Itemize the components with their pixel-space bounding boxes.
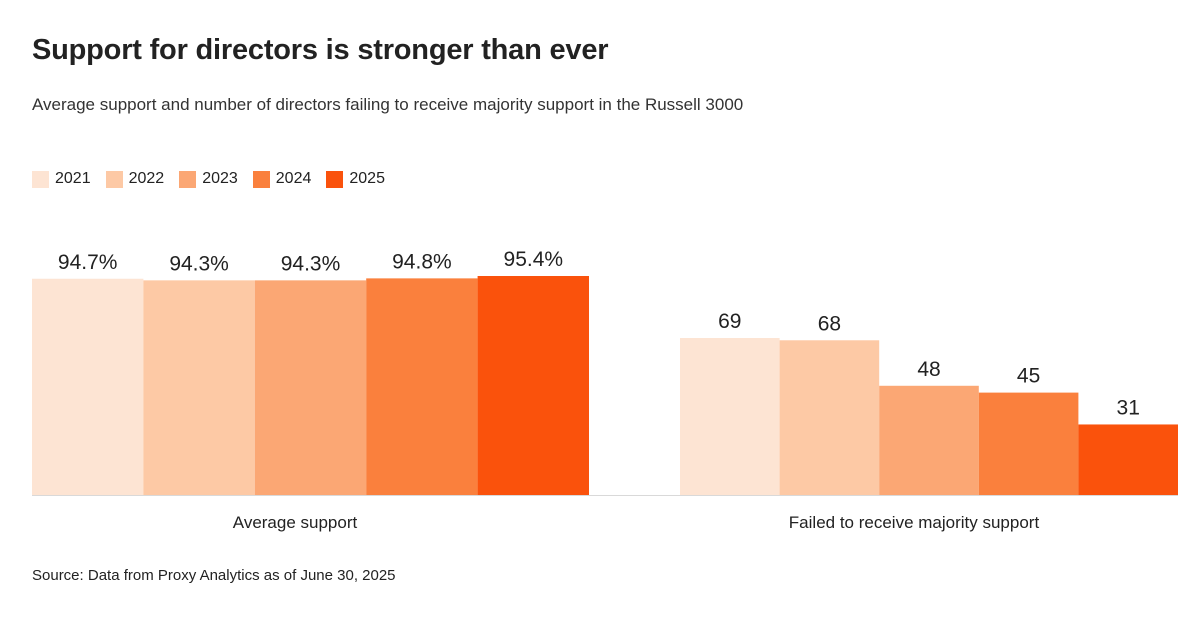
legend-swatch	[105, 170, 123, 188]
legend-label: 2024	[275, 170, 312, 187]
data-label: 69	[718, 310, 741, 333]
legend-swatch	[32, 170, 49, 188]
legend-label: 2025	[349, 170, 385, 187]
bar-average-support-2024	[366, 278, 478, 495]
legend-label: 2022	[128, 170, 165, 187]
legend-item-2025: 2025	[326, 170, 385, 188]
source-note: Source: Data from Proxy Analytics as of …	[32, 567, 396, 584]
data-label: 95.4%	[504, 248, 564, 271]
legend-swatch	[252, 170, 270, 188]
category-label: Average support	[233, 513, 358, 532]
bar-average-support-2025	[477, 276, 589, 495]
bar-failed-majority-2025	[1078, 424, 1178, 495]
data-label: 94.7%	[58, 251, 118, 274]
data-label: 31	[1117, 396, 1140, 419]
legend-label: 2021	[55, 170, 91, 187]
bar-average-support-2022	[143, 280, 255, 495]
legend: 2021 2022 2023 2024 2025	[32, 170, 400, 188]
legend-item-2023: 2023	[179, 170, 238, 188]
category-label: Failed to receive majority support	[789, 513, 1040, 532]
data-label: 94.3%	[169, 252, 229, 275]
bar-failed-majority-2021	[680, 338, 780, 495]
data-label: 45	[1017, 365, 1040, 388]
legend-label: 2023	[202, 170, 238, 187]
legend-item-2021: 2021	[32, 170, 91, 188]
data-label: 48	[917, 358, 940, 381]
bar-average-support-2021	[32, 278, 144, 495]
bar-failed-majority-2022	[779, 340, 880, 495]
legend-item-2024: 2024	[252, 170, 312, 188]
legend-swatch	[326, 170, 344, 188]
data-label: 94.3%	[281, 252, 341, 275]
legend-swatch	[179, 170, 197, 188]
data-label: 68	[818, 312, 841, 335]
chart-subtitle: Average support and number of directors …	[32, 95, 744, 114]
chart-title: Support for directors is stronger than e…	[32, 34, 609, 66]
bar-failed-majority-2023	[879, 385, 979, 495]
data-label: 94.8%	[392, 250, 452, 273]
bar-failed-majority-2024	[978, 392, 1079, 495]
legend-item-2022: 2022	[105, 170, 165, 188]
bar-average-support-2023	[254, 280, 367, 495]
